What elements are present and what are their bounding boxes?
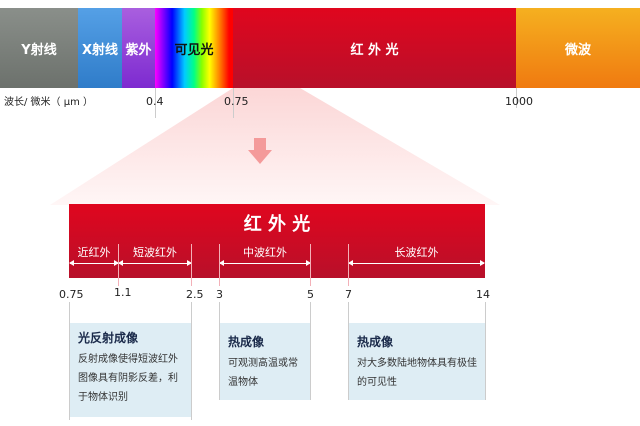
band-swir: 短波红外 [118,244,192,268]
range-arrow [348,260,485,266]
card-thermal-lwir: 热成像 对大多数陆地物体具有极佳的可见性 [349,323,485,400]
segment-label: 紫外 [125,42,152,58]
band-label: 短波红外 [133,246,177,259]
tick-label: 2.5 [186,288,204,301]
band-near-ir: 近红外 [69,244,119,268]
tick-line [191,244,192,286]
segment-label: Y射线 [21,42,57,58]
band-label: 中波红外 [243,246,287,259]
guide-line [69,302,70,420]
card-title: 光反射成像 [78,331,139,345]
infrared-title: 红 外 光 [243,214,311,235]
tick-line [233,88,234,118]
tick-label: 5 [307,288,314,301]
card-title: 热成像 [228,335,265,349]
band-label: 近红外 [77,246,111,259]
segment-infrared: 红 外 光 [233,8,516,88]
axis-label: 波长/ 微米（ μm ） [4,97,94,108]
guide-line [191,302,192,420]
tick-label: 1.1 [114,286,132,299]
range-arrow [118,260,192,266]
segment-label: 可见光 [174,42,214,58]
tick-line [310,244,311,286]
band-lwir: 长波红外 [348,244,485,268]
guide-line [485,302,486,400]
card-thermal-mwir: 热成像 可观测高温或常温物体 [220,323,310,400]
segment-visible: 可见光 [155,8,233,88]
down-arrow-icon [248,138,272,164]
tick-label: 0.75 [224,95,249,108]
guide-line [348,302,349,400]
segment-label: 红 外 光 [350,42,399,58]
card-text: 可观测高温或常温物体 [228,358,298,388]
tick-line [155,88,156,118]
tick-line [516,88,517,108]
guide-line [310,302,311,400]
tick-label: 0.4 [146,95,164,108]
segment-uv: 紫外 [122,8,155,88]
segment-label: X射线 [81,42,119,58]
infrared-detail-bar: 红 外 光 [69,204,485,278]
tick-label: 3 [216,288,223,301]
tick-label: 1000 [505,95,533,108]
tick-label: 0.75 [59,288,84,301]
tick-label: 14 [476,288,490,301]
tick-line [118,244,119,286]
range-arrow [219,260,311,266]
guide-line [219,302,220,400]
segment-xray: X射线 [78,8,122,88]
band-label: 长波红外 [394,246,439,259]
card-reflective-imaging: 光反射成像 反射成像使得短波红外图像具有阴影反差，利于物体识别 [70,323,191,417]
card-text: 对大多数陆地物体具有极佳的可见性 [357,358,477,388]
segment-label: 微波 [564,42,591,58]
tick-label: 7 [345,288,352,301]
tick-line [348,244,349,286]
card-text: 反射成像使得短波红外图像具有阴影反差，利于物体识别 [78,354,178,403]
card-title: 热成像 [357,335,394,349]
tick-line [219,244,220,286]
segment-gamma: Y射线 [0,8,78,88]
band-mwir: 中波红外 [219,244,311,268]
range-arrow [69,260,119,266]
segment-microwave: 微波 [516,8,640,88]
